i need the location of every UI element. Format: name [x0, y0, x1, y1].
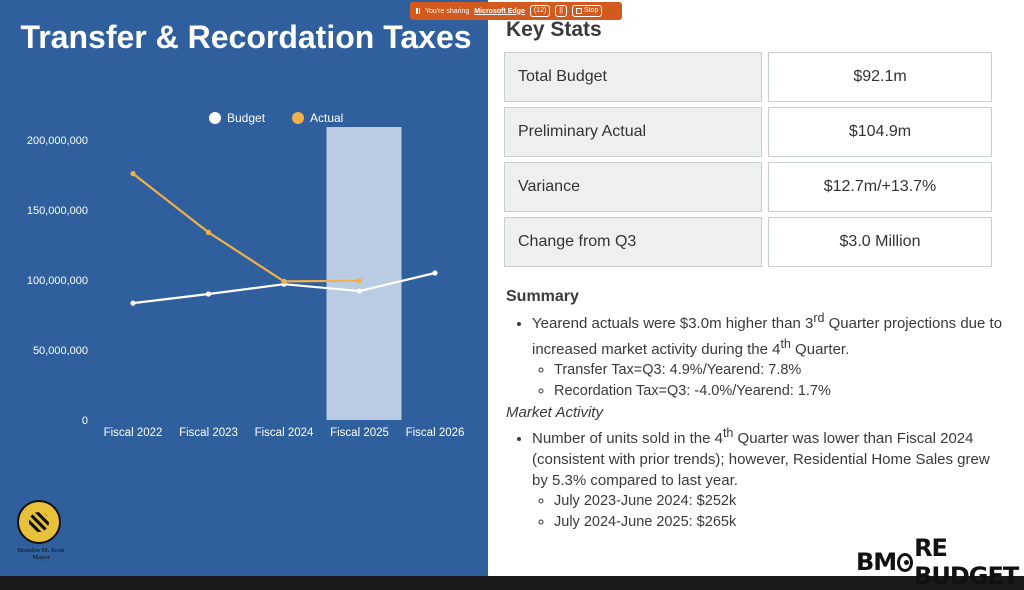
- stat-label: Preliminary Actual: [504, 107, 762, 157]
- x-tick-label: Fiscal 2022: [104, 427, 163, 439]
- stat-value: $3.0 Million: [768, 217, 992, 267]
- data-point-actual: [281, 278, 287, 284]
- key-stats-heading: Key Stats: [506, 18, 602, 41]
- pause-share-button[interactable]: ||: [555, 5, 567, 17]
- market-list: Number of units sold in the 4th Quarter …: [506, 423, 1006, 533]
- market-sublist: July 2023-June 2024: $252k July 2024-Jun…: [532, 491, 1006, 533]
- stat-label: Variance: [504, 162, 762, 212]
- bullet-text: Quarter projections due to increased mar…: [532, 315, 1003, 358]
- stat-row: Variance $12.7m/+13.7%: [504, 162, 994, 212]
- stat-value: $92.1m: [768, 52, 992, 102]
- stop-label: Stop: [583, 7, 599, 14]
- x-tick-label: Fiscal 2023: [179, 427, 238, 439]
- bullet-text: Quarter.: [790, 341, 850, 358]
- chart-panel: Transfer & Recordation Taxes 0 50,000,000…: [0, 0, 488, 576]
- legend-label: Budget: [227, 111, 266, 125]
- line-chart: 0 50,000,000 100,000,000 150,000,000 200,000…: [27, 111, 465, 439]
- data-point-budget: [356, 288, 363, 294]
- o-icon: [897, 552, 914, 572]
- screen-share-bar[interactable]: You're sharing Microsoft Edge (12) || St…: [410, 2, 622, 20]
- x-tick-label: Fiscal 2024: [255, 427, 314, 439]
- stat-label: Total Budget: [504, 52, 762, 102]
- summary-sublist: Transfer Tax=Q3: 4.9%/Yearend: 7.8% Reco…: [532, 360, 1006, 402]
- y-tick-label: 100,000,000: [27, 275, 88, 287]
- legend-marker-budget: [209, 112, 221, 124]
- key-stats-table: Total Budget $92.1m Preliminary Actual $…: [504, 52, 994, 272]
- stat-row: Change from Q3 $3.0 Million: [504, 217, 994, 267]
- ordinal-sup: th: [780, 337, 791, 351]
- share-count-chip[interactable]: (12): [529, 5, 551, 17]
- data-point-budget: [432, 270, 438, 276]
- summary-heading: Summary: [506, 288, 579, 305]
- data-point-actual: [205, 229, 212, 235]
- series-line-actual: [132, 172, 360, 283]
- data-point-actual: [130, 171, 136, 177]
- stop-icon: [575, 8, 582, 14]
- stat-value: $12.7m/+13.7%: [768, 162, 992, 212]
- x-tick-label: Fiscal 2026: [406, 427, 465, 439]
- summary-subbullet: Transfer Tax=Q3: 4.9%/Yearend: 7.8%: [554, 360, 1006, 381]
- bmore-budget-logo: BM RE BUDGET: [856, 534, 1024, 590]
- summary-list: Yearend actuals were $3.0m higher than 3…: [506, 308, 1006, 402]
- legend-label: Actual: [310, 111, 343, 125]
- ordinal-sup: rd: [813, 311, 825, 325]
- bullet-text: Quarter was lower than Fiscal 2024 (cons…: [532, 430, 990, 489]
- mayor-logo: Brandon M. Scott Mayor: [15, 500, 67, 561]
- stat-row: Total Budget $92.1m: [504, 52, 994, 102]
- legend-marker-actual: [292, 112, 304, 124]
- stat-value: $104.9m: [768, 107, 992, 157]
- shared-browser-link[interactable]: Microsoft Edge: [474, 7, 525, 15]
- y-tick-label: 0: [82, 415, 88, 427]
- slide-title: Transfer & Recordation Taxes: [20, 19, 472, 55]
- data-point-budget: [205, 291, 212, 297]
- stop-share-button[interactable]: Stop: [571, 5, 603, 17]
- data-point-actual: [356, 278, 363, 284]
- brand-text: RE BUDGET: [914, 534, 1019, 590]
- mayor-title-line: Mayor: [32, 554, 50, 561]
- y-tick-label: 200,000,000: [27, 135, 88, 147]
- bullet-text: Number of units sold in the 4: [532, 430, 723, 447]
- fiscal-2025-highlight: [326, 127, 402, 420]
- share-text: You're sharing: [425, 7, 470, 15]
- pause-icon: [416, 8, 420, 14]
- y-tick-label: 150,000,000: [27, 205, 88, 217]
- ordinal-sup: th: [722, 426, 734, 440]
- summary-section: Summary Yearend actuals were $3.0m highe…: [506, 286, 1006, 533]
- summary-bullet: Yearend actuals were $3.0m higher than 3…: [532, 308, 1006, 402]
- stats-panel: Key Stats Total Budget $92.1m Preliminar…: [488, 0, 1024, 576]
- brand-text: BM: [856, 548, 897, 576]
- y-tick-label: 50,000,000: [33, 345, 88, 357]
- mayor-name-line: Brandon M. Scott: [17, 547, 65, 554]
- x-tick-label: Fiscal 2025: [330, 427, 389, 439]
- market-activity-heading: Market Activity: [506, 404, 603, 421]
- stat-label: Change from Q3: [504, 217, 762, 267]
- bullet-text: Yearend actuals were $3.0m higher than 3: [532, 315, 814, 332]
- stat-row: Preliminary Actual $104.9m: [504, 107, 994, 157]
- market-bullet: Number of units sold in the 4th Quarter …: [532, 423, 1006, 533]
- market-subbullet: July 2024-June 2025: $265k: [554, 512, 1006, 533]
- city-seal-icon: [17, 500, 61, 544]
- mayor-name: Brandon M. Scott Mayor: [15, 547, 67, 561]
- market-subbullet: July 2023-June 2024: $252k: [554, 491, 1006, 512]
- slide: Transfer & Recordation Taxes 0 50,000,000…: [0, 0, 1024, 576]
- summary-subbullet: Recordation Tax=Q3: -4.0%/Yearend: 1.7%: [554, 381, 1006, 402]
- data-point-budget: [130, 300, 136, 306]
